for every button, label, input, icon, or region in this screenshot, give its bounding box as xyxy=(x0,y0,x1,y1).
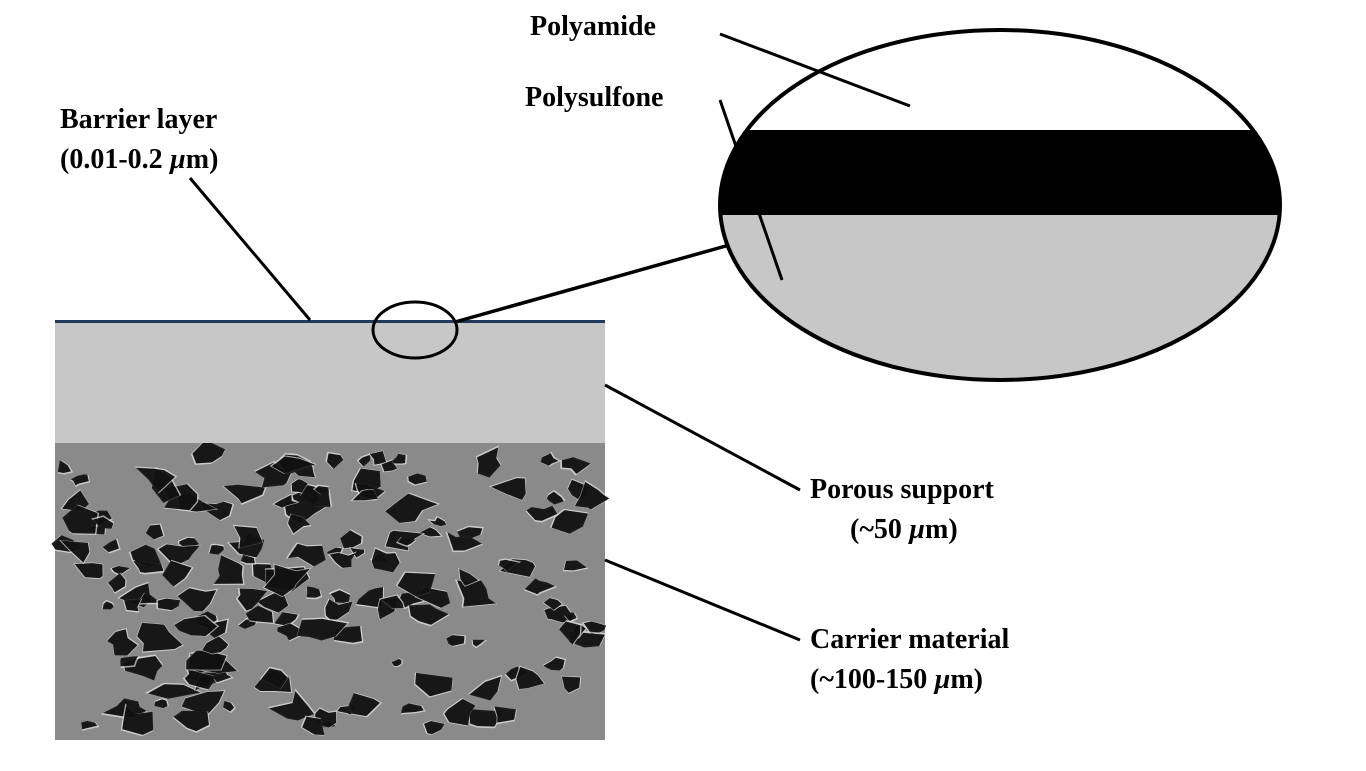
label-porous_l1: Porous support xyxy=(810,474,995,505)
label-carrier_l2: (~100-150 µm) xyxy=(810,664,983,695)
leader-porous xyxy=(605,385,800,490)
label-carrier_l1: Carrier material xyxy=(810,624,1009,655)
leader-barrier xyxy=(190,178,310,320)
barrier-layer xyxy=(55,320,605,323)
zoom-band-polyamide xyxy=(718,130,1282,215)
leader-carrier xyxy=(605,560,800,640)
zoom-arrow xyxy=(455,242,740,322)
zoom-band-polysulfone xyxy=(718,215,1282,380)
membrane-cross-section xyxy=(51,320,610,740)
porous-support-layer xyxy=(55,323,605,443)
label-barrier_l1: Barrier layer xyxy=(60,104,217,135)
label-barrier_l2: (0.01-0.2 µm) xyxy=(60,144,218,175)
label-polyamide: Polyamide xyxy=(530,11,656,42)
label-porous_l2: (~50 µm) xyxy=(850,514,958,545)
label-polysulfone: Polysulfone xyxy=(525,82,663,113)
